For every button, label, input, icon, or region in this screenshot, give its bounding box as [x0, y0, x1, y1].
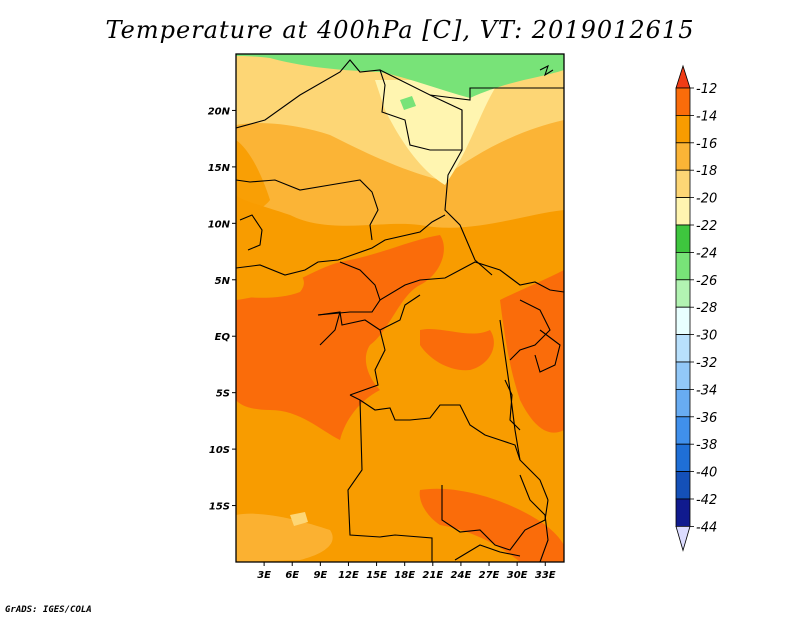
colorbar-swatch [675, 334, 691, 363]
colorbar-label: -44 [696, 520, 717, 535]
lon-tick-label: 15E [366, 570, 387, 581]
lon-tick-label: 6E [285, 570, 299, 581]
lon-tick-label: 33E [535, 570, 556, 581]
colorbar-label: -30 [696, 329, 717, 344]
lon-tick-label: 30E [507, 570, 528, 581]
border-malawi-mozambique [519, 474, 549, 562]
longitude-axis: 3E 6E 9E 12E 15E 18E 21E 24E 27E 30E 33E [257, 562, 556, 581]
lat-tick-label: 5N [215, 276, 231, 287]
border-zimbabwe-south [454, 544, 521, 561]
border-nile-delta [539, 64, 554, 77]
colorbar-label: -20 [696, 192, 717, 207]
lon-tick-label: 21E [422, 570, 443, 581]
map-title: Temperature at 400hPa [C], VT: 201901261… [105, 16, 695, 44]
border-chad-sudan [444, 110, 493, 276]
colorbar-label: -36 [696, 411, 717, 426]
colorbar-swatch [675, 115, 691, 144]
border-west-coast [236, 214, 446, 276]
field-band-16-southwest [236, 420, 340, 467]
latitude-axis: 20N 15N 10N 5N EQ 5S 10S 15S [208, 106, 236, 513]
lon-tick-label: 18E [394, 570, 415, 581]
colorbar-label: -38 [696, 438, 717, 453]
border-sahara-north [236, 59, 564, 129]
colorbar-swatch [675, 169, 691, 198]
lon-tick-label: 9E [313, 570, 327, 581]
lat-tick-label: 15S [209, 502, 230, 513]
colorbar-label: -14 [696, 109, 717, 124]
field-band-14-east [500, 270, 564, 433]
colorbar-swatch [675, 361, 691, 390]
lat-tick-label: 10S [209, 445, 230, 456]
colorbar-swatch [675, 224, 691, 253]
colorbar-swatch [675, 306, 691, 336]
colorbar-swatch [675, 279, 691, 308]
lon-tick-label: 3E [257, 570, 271, 581]
field-band-14-south [419, 488, 564, 562]
field-band-14-central [420, 328, 494, 371]
colorbar-label: -28 [696, 301, 717, 316]
border-coast-ghana [239, 214, 263, 251]
colorbar-label: -32 [696, 356, 717, 371]
colorbar-top-arrow [675, 64, 691, 89]
lon-tick-label: 12E [338, 570, 359, 581]
border-mali-niger-nigeria [236, 179, 379, 241]
field-band-20-patch [290, 512, 308, 526]
border-drc-angola-zambia [349, 394, 549, 501]
border-zambia-zimbabwe [441, 485, 549, 551]
border-car-south [379, 261, 564, 301]
colorbar-label: -24 [696, 246, 717, 261]
field-band-26-patch [400, 96, 416, 110]
colorbar-swatch [675, 388, 691, 418]
colorbar-swatch [675, 471, 691, 500]
field-band-16-sahel [236, 140, 270, 215]
colorbar-swatch [675, 197, 691, 226]
lon-tick-label: 24E [451, 570, 472, 581]
colorbar-label: -34 [696, 383, 717, 398]
colorbar-swatch [675, 443, 691, 473]
colorbar-swatch [675, 251, 691, 281]
border-uganda-kenya [509, 299, 551, 361]
lat-tick-label: 10N [208, 219, 231, 230]
colorbar-swatch [675, 87, 691, 116]
colorbar-bottom-arrow [675, 526, 691, 552]
field-band-16-west [236, 262, 304, 298]
border-angola-namibia [347, 399, 433, 562]
grads-credit: GrADS: IGES/COLA [5, 605, 92, 615]
lat-tick-label: 20N [208, 106, 231, 117]
border-congo-drc [379, 294, 421, 331]
colorbar-swatch [675, 498, 691, 527]
colorbar-label: -16 [696, 137, 717, 152]
colorbar: -12 -14 -16 -18 -20 -22 -24 -26 -28 -30 -32 -34 -36 -… [675, 64, 717, 552]
colorbar-label: -40 [696, 466, 717, 481]
colorbar-swatch [675, 142, 691, 171]
lat-tick-label: EQ [215, 332, 231, 343]
border-coast-gabon [319, 311, 341, 346]
lat-tick-label: 5S [216, 389, 230, 400]
colorbar-swatch [675, 416, 691, 445]
border-lake-tanganyika [504, 379, 521, 431]
colorbar-label: -12 [696, 82, 717, 97]
field-band-18-south [236, 513, 333, 562]
lon-tick-label: 27E [479, 570, 500, 581]
colorbar-label: -42 [696, 493, 717, 508]
colorbar-label: -18 [696, 164, 717, 179]
lat-tick-label: 15N [208, 163, 231, 174]
map-frame [235, 53, 565, 563]
colorbar-label: -26 [696, 274, 717, 289]
field-band-26 [236, 54, 564, 98]
border-lake-victoria [534, 329, 561, 373]
country-borders [236, 59, 564, 562]
temperature-field [236, 54, 564, 562]
colorbar-label: -22 [696, 219, 717, 234]
